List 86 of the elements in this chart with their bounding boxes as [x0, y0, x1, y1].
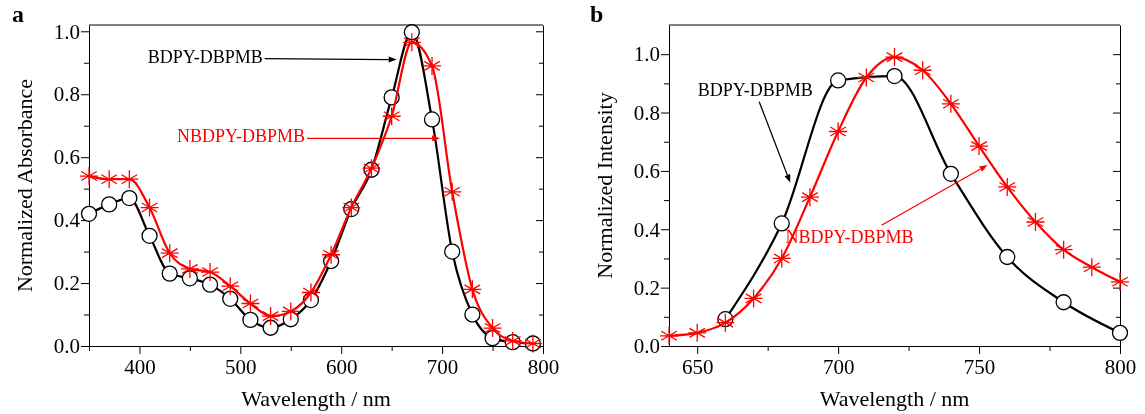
- point: [828, 121, 848, 142]
- point: [402, 32, 422, 52]
- point: [462, 279, 483, 299]
- point: [281, 301, 301, 322]
- text: 1.0: [633, 42, 660, 67]
- x-tick-label: 700: [426, 354, 459, 379]
- text: 0.0: [633, 334, 660, 359]
- point: [1025, 212, 1046, 232]
- point: [1055, 294, 1072, 311]
- point: [743, 288, 764, 309]
- y-tick-label: 0.2: [53, 271, 80, 296]
- point: [886, 67, 903, 85]
- point: [1111, 324, 1129, 342]
- point: [141, 227, 158, 244]
- point: [1110, 272, 1130, 292]
- y-tick-label: 0.6: [633, 159, 660, 184]
- y-tick-label: 0.6: [53, 145, 80, 170]
- point: [119, 169, 140, 189]
- y-tick-label: 0.4: [53, 208, 81, 233]
- point: [829, 72, 847, 89]
- x-tick-label: 700: [822, 354, 855, 379]
- point: [687, 323, 707, 343]
- point: [856, 67, 876, 88]
- point: [423, 111, 441, 128]
- x-axis-title: Wavelength / nm: [819, 386, 970, 411]
- point: [262, 319, 279, 336]
- y-axis-title: Normalized Intensity: [592, 92, 617, 279]
- chart-title: b: [590, 1, 604, 27]
- x-tick-label: 750: [963, 354, 996, 379]
- x-tick-label: 800: [1104, 354, 1137, 379]
- point: [464, 306, 481, 323]
- annotation: BDPY-DBPMB: [697, 79, 813, 100]
- x-tick-label: 500: [225, 354, 257, 379]
- point: [121, 189, 138, 207]
- point: [382, 106, 402, 126]
- text: 0.0: [53, 334, 80, 359]
- point: [422, 56, 442, 76]
- point: [242, 311, 259, 329]
- point: [997, 177, 1017, 197]
- point: [772, 248, 792, 269]
- x-tick-label: 400: [124, 354, 156, 379]
- point: [222, 290, 239, 307]
- point: [260, 306, 281, 326]
- point: [139, 197, 160, 218]
- point: [482, 318, 503, 338]
- point: [773, 215, 790, 232]
- annotation: BDPY-DBPMB: [147, 46, 263, 67]
- text: 1.0: [53, 19, 80, 44]
- x-axis-title: Wavelength / nm: [241, 386, 391, 411]
- point: [201, 276, 219, 293]
- point: [79, 166, 99, 186]
- point: [969, 136, 989, 156]
- point: [442, 182, 462, 202]
- point: [80, 205, 98, 222]
- point: [240, 293, 261, 314]
- y-tick-label: 0.8: [53, 82, 80, 107]
- point: [444, 243, 461, 260]
- point: [659, 326, 679, 346]
- point: [1082, 257, 1102, 277]
- point: [301, 282, 321, 303]
- chart-title: a: [12, 1, 24, 27]
- point: [99, 169, 119, 189]
- y-axis-title: Normalized Absorbance: [12, 78, 37, 293]
- point: [715, 313, 736, 333]
- point: [200, 262, 220, 282]
- point: [942, 165, 960, 182]
- y-tick-label: 0.2: [633, 275, 660, 300]
- y-tick-label: 0.8: [633, 100, 660, 125]
- point: [220, 276, 240, 296]
- point: [999, 248, 1016, 266]
- point: [913, 60, 933, 80]
- point: [321, 245, 341, 265]
- x-tick-label: 800: [527, 354, 560, 379]
- point: [1053, 240, 1074, 260]
- point: [161, 265, 178, 282]
- point: [941, 94, 961, 114]
- annotation: NBDPY-DBPMB: [177, 126, 306, 147]
- point: [160, 243, 180, 263]
- point: [180, 259, 200, 279]
- point: [101, 196, 118, 213]
- y-tick-label: 0.4: [633, 217, 661, 242]
- x-tick-label: 600: [325, 354, 358, 379]
- x-tick-label: 650: [681, 354, 714, 379]
- point: [800, 187, 820, 207]
- point: [403, 24, 420, 41]
- point: [884, 47, 905, 67]
